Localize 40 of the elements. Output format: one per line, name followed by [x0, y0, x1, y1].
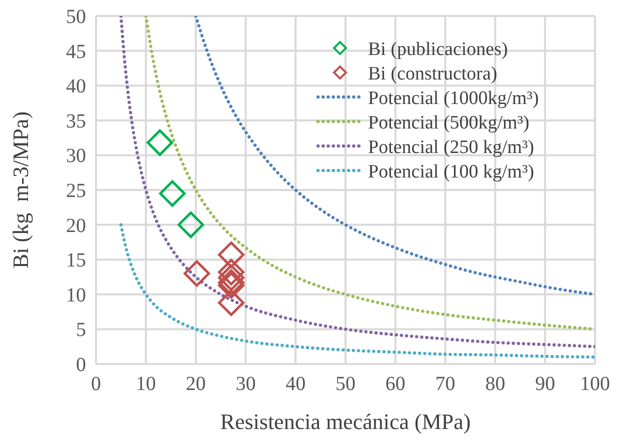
y-tick-label: 10 [66, 284, 86, 306]
x-tick-label: 70 [435, 373, 456, 395]
x-tick-label: 40 [286, 373, 306, 395]
x-tick-label: 20 [186, 373, 206, 395]
y-tick-label: 20 [66, 214, 86, 237]
x-tick-label: 30 [236, 373, 256, 395]
x-tick-label: 100 [580, 373, 610, 395]
y-tick-label: 35 [66, 110, 86, 132]
line-series [194, 16, 595, 296]
line-series [119, 223, 595, 359]
point [184, 260, 210, 287]
y-tick-label: 45 [66, 40, 86, 63]
legend-label: Potencial (250 kg/m³) [368, 137, 534, 158]
y-tick-label: 30 [66, 145, 86, 168]
y-tick-label: 40 [66, 76, 86, 98]
point [178, 212, 204, 238]
legend-label: Bi (constructora) [368, 64, 498, 84]
y-tick-label: 5 [76, 319, 86, 342]
legend-label: Potencial (100 kg/m³) [368, 162, 534, 182]
x-tick-label: 80 [485, 373, 506, 395]
x-tick-label: 10 [136, 373, 156, 395]
y-tick-label: 0 [76, 354, 86, 376]
legend-label: Potencial (500kg/m³) [368, 112, 530, 134]
x-tick-label: 50 [336, 373, 356, 395]
point [218, 241, 244, 268]
y-tick-label: 15 [66, 250, 86, 272]
x-axis-title: Resistencia mecánica (MPa) [220, 409, 471, 434]
legend-label: Bi (publicaciones) [368, 39, 508, 60]
legend-label: Potencial (1000kg/m³) [368, 88, 539, 109]
y-tick-label: 50 [66, 6, 86, 28]
x-tick-label: 90 [535, 373, 556, 395]
point [218, 290, 244, 316]
x-tick-label: 0 [91, 373, 101, 395]
point [218, 258, 244, 286]
x-tick-label: 60 [385, 373, 406, 395]
y-axis-title: Bi (kg m-3/MPa) [8, 111, 33, 269]
point [146, 129, 174, 156]
point [159, 180, 186, 207]
y-tick-label: 25 [66, 180, 86, 202]
point [218, 264, 244, 291]
